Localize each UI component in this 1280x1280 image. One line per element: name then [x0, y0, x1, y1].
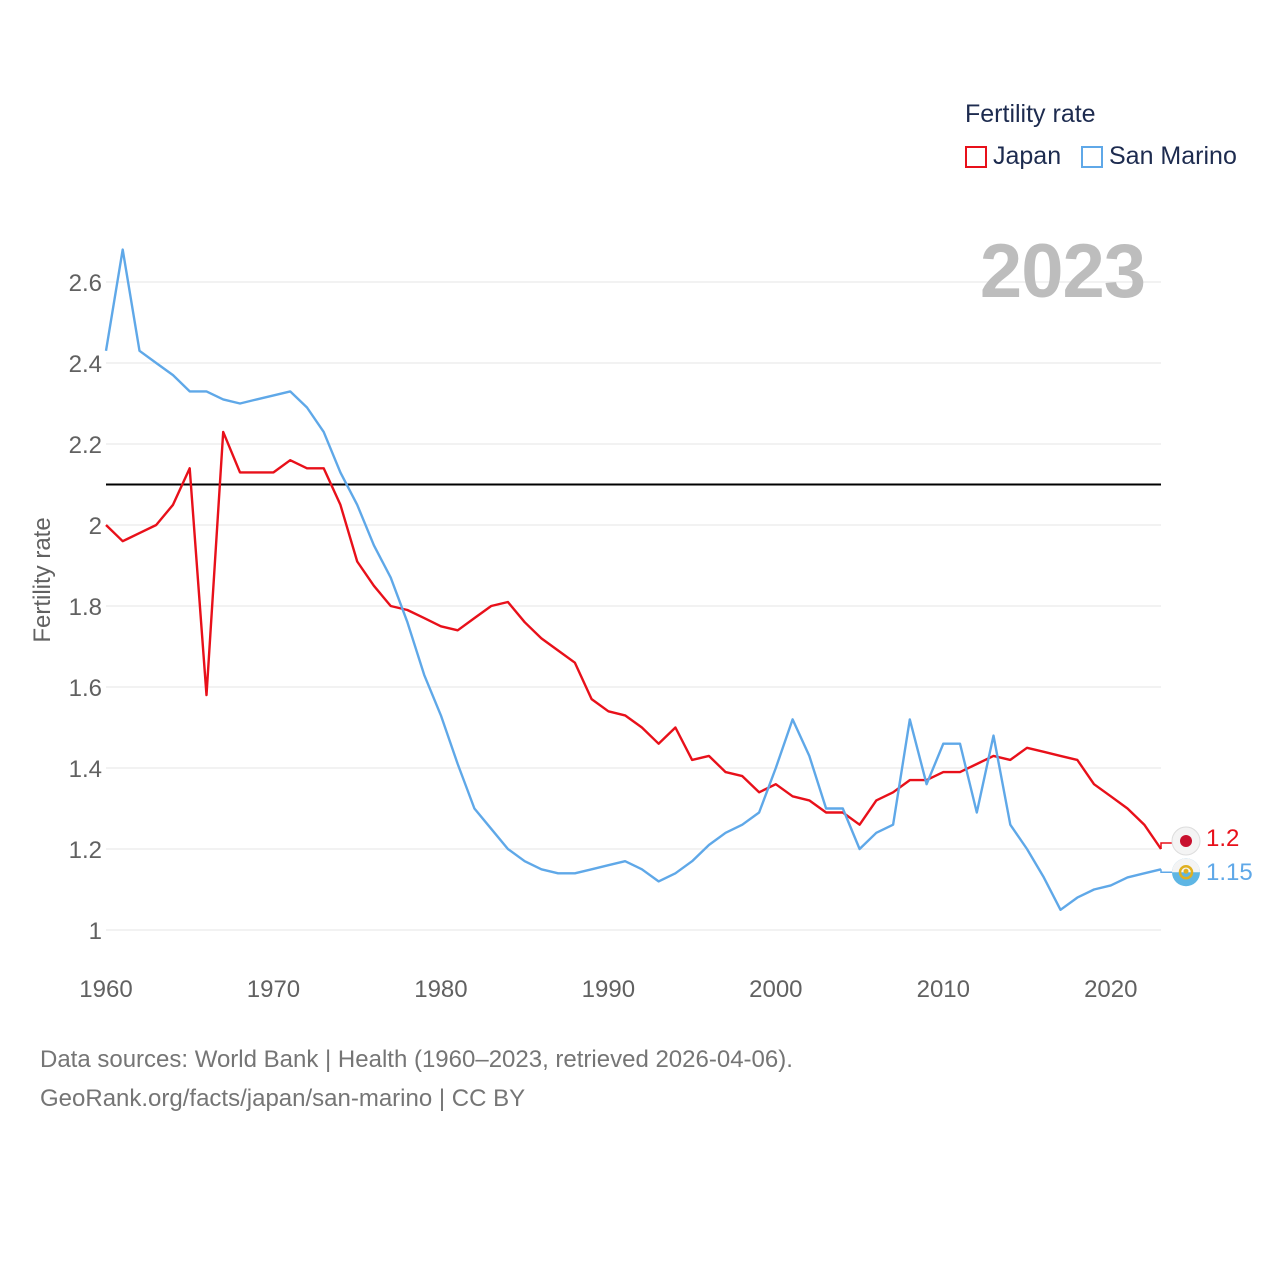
y-tick-label: 1.4	[69, 756, 102, 783]
footer-sources: Data sources: World Bank | Health (1960–…	[40, 1046, 793, 1073]
y-tick-label: 2.2	[69, 432, 102, 459]
legend-swatch-san-marino	[1081, 145, 1103, 168]
y-tick-label: 1.2	[69, 837, 102, 864]
x-tick-label: 1970	[247, 976, 300, 1003]
series-line-japan[interactable]	[105, 430, 1162, 850]
series-line-san-marino[interactable]	[104, 248, 1162, 911]
connector-san-marino	[1160, 869, 1172, 873]
y-tick-label: 2.4	[69, 351, 102, 378]
y-axis-ticks: 1 1.2 1.4 1.6 1.8 2 2.2 2.4 2.6	[69, 270, 102, 945]
y-tick-label: 1	[89, 918, 102, 945]
x-tick-label: 1990	[582, 976, 635, 1003]
y-tick-label: 1.8	[69, 594, 102, 621]
y-tick-label: 1.6	[69, 675, 102, 702]
y-tick-label: 2.6	[69, 270, 102, 297]
flag-japan-icon	[1171, 826, 1201, 856]
series-lines	[104, 248, 1162, 911]
legend-label-san-marino: San Marino	[1109, 142, 1237, 170]
end-value-san-marino: 1.15	[1206, 859, 1253, 886]
x-tick-label: 1960	[79, 976, 132, 1003]
legend-swatch-japan	[965, 145, 987, 168]
legend-item-san-marino[interactable]: San Marino	[1081, 142, 1237, 171]
x-tick-label: 1980	[414, 976, 467, 1003]
connector-japan	[1160, 842, 1172, 849]
flag-san-marino-icon	[1172, 858, 1200, 887]
x-tick-label: 2000	[749, 976, 802, 1003]
current-year-label: 2023	[979, 229, 1146, 314]
end-value-japan: 1.2	[1206, 825, 1240, 852]
x-tick-label: 2010	[917, 976, 970, 1003]
end-markers	[1160, 826, 1201, 887]
y-axis-label: Fertility rate	[29, 517, 56, 642]
footer-attribution[interactable]: GeoRank.org/facts/japan/san-marino | CC …	[40, 1085, 526, 1112]
x-axis-ticks: 1960 1970 1980 1990 2000 2010 2020	[79, 976, 1137, 1003]
y-tick-label: 2	[89, 513, 102, 540]
legend-label-japan: Japan	[993, 142, 1062, 170]
legend-title: Fertility rate	[965, 100, 1096, 128]
x-tick-label: 2020	[1084, 976, 1137, 1003]
legend-item-japan[interactable]: Japan	[965, 142, 1061, 171]
gridlines	[106, 281, 1161, 931]
